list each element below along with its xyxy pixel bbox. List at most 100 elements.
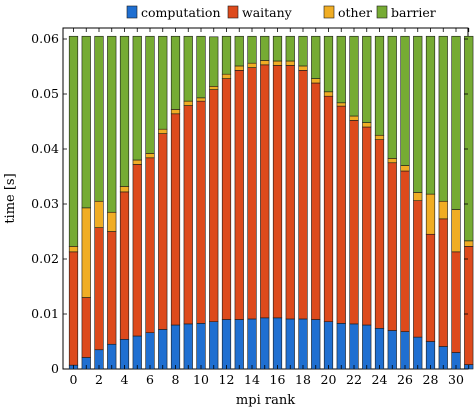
bar-barrier-rank-14 <box>247 35 257 64</box>
bar-waitany-rank-3 <box>107 231 117 345</box>
bar-computation-rank-26 <box>400 331 410 370</box>
y-tick-label: 0.03 <box>31 196 59 211</box>
x-tick-label: 26 <box>397 372 413 387</box>
bar-barrier-rank-25 <box>387 35 397 159</box>
bar-other-rank-18 <box>298 65 308 71</box>
x-tick-label: 2 <box>95 372 103 387</box>
bar-other-rank-14 <box>247 62 257 68</box>
bar-computation-rank-8 <box>170 324 181 370</box>
y-tick-label: 0.04 <box>31 141 59 156</box>
bar-other-rank-5 <box>132 159 142 165</box>
bar-waitany-rank-25 <box>387 162 397 331</box>
bar-other-rank-21 <box>336 102 346 107</box>
x-tick-label: 28 <box>423 372 439 387</box>
bar-barrier-rank-11 <box>209 36 219 87</box>
bar-computation-rank-18 <box>298 318 308 370</box>
x-axis: 0 2 4 6 8 10 12 14 16 18 20 22 24 26 28 30 <box>70 28 470 387</box>
x-tick-label: 4 <box>121 372 129 387</box>
bar-waitany-rank-2 <box>94 227 104 351</box>
bar-other-rank-31 <box>464 240 474 247</box>
x-tick-label: 10 <box>193 372 209 387</box>
y-tick-label: 0.05 <box>31 86 59 101</box>
bar-computation-rank-22 <box>349 323 359 370</box>
bar-other-rank-2 <box>94 200 104 228</box>
bar-computation-rank-7 <box>158 329 168 370</box>
bar-barrier-rank-7 <box>158 35 168 130</box>
bar-computation-rank-9 <box>183 323 193 370</box>
bar-barrier-rank-19 <box>311 35 321 79</box>
x-axis-label: mpi rank <box>236 393 295 408</box>
bar-waitany-rank-0 <box>68 251 79 366</box>
bar-other-rank-17 <box>285 60 295 66</box>
bar-waitany-rank-22 <box>349 120 359 325</box>
bar-barrier-rank-29 <box>438 35 448 202</box>
bar-other-rank-3 <box>107 211 117 232</box>
bar-computation-rank-20 <box>323 321 334 370</box>
bar-computation-rank-15 <box>260 317 270 370</box>
bar-barrier-rank-22 <box>349 35 359 117</box>
bar-other-rank-11 <box>209 86 219 90</box>
bar-barrier-rank-18 <box>298 35 308 67</box>
bar-waitany-rank-20 <box>323 95 334 322</box>
legend-swatch-waitany <box>227 5 239 19</box>
x-tick-label: 14 <box>244 372 260 387</box>
bar-barrier-rank-13 <box>234 35 244 67</box>
bar-barrier-rank-20 <box>323 35 334 93</box>
bar-waitany-rank-7 <box>158 133 168 330</box>
x-tick-label: 22 <box>346 372 362 387</box>
bar-barrier-rank-3 <box>107 35 117 213</box>
bar-waitany-rank-11 <box>209 89 219 323</box>
bar-computation-rank-17 <box>285 318 295 370</box>
bar-waitany-rank-4 <box>119 191 130 340</box>
bar-computation-rank-11 <box>209 321 219 370</box>
bar-computation-rank-25 <box>387 330 397 370</box>
x-tick-label: 30 <box>448 372 464 387</box>
bar-other-rank-6 <box>145 153 155 159</box>
bar-computation-rank-13 <box>234 319 244 370</box>
bar-barrier-rank-23 <box>362 35 372 123</box>
bar-barrier-rank-10 <box>196 35 206 99</box>
legend-swatch-computation <box>126 5 138 19</box>
bar-barrier-rank-27 <box>413 35 423 193</box>
bar-barrier-rank-24 <box>374 35 385 136</box>
bar-waitany-rank-29 <box>438 218 448 347</box>
bar-other-rank-26 <box>400 165 410 172</box>
bar-waitany-rank-6 <box>145 157 155 333</box>
bar-other-rank-13 <box>234 65 244 71</box>
bar-other-rank-19 <box>311 78 321 84</box>
bar-waitany-rank-30 <box>451 251 461 353</box>
bar-barrier-rank-4 <box>119 35 130 187</box>
bar-barrier-rank-26 <box>400 35 410 166</box>
bar-computation-rank-5 <box>132 335 142 370</box>
y-tick-label: 0.01 <box>31 306 59 321</box>
x-tick-label: 0 <box>70 372 78 387</box>
bar-barrier-rank-1 <box>81 35 91 209</box>
legend: computation waitany other barrier <box>126 5 436 20</box>
bar-waitany-rank-13 <box>234 70 244 320</box>
bar-barrier-rank-21 <box>336 35 346 104</box>
bar-computation-rank-14 <box>247 318 257 370</box>
bar-computation-rank-16 <box>272 317 283 370</box>
bar-computation-rank-27 <box>413 336 423 370</box>
y-tick-label: 0 <box>51 361 59 376</box>
bar-waitany-rank-15 <box>260 64 270 319</box>
x-tick-label: 24 <box>372 372 388 387</box>
bar-waitany-rank-26 <box>400 170 410 332</box>
bar-computation-rank-12 <box>221 319 232 370</box>
bar-computation-rank-10 <box>196 323 206 370</box>
bar-computation-rank-6 <box>145 332 155 370</box>
bar-barrier-rank-15 <box>260 35 270 61</box>
bar-waitany-rank-24 <box>374 139 385 329</box>
bar-waitany-rank-10 <box>196 100 206 324</box>
legend-label-waitany: waitany <box>242 5 293 20</box>
bar-barrier-rank-2 <box>94 35 104 202</box>
bar-computation-rank-4 <box>119 338 130 370</box>
bar-waitany-rank-16 <box>272 65 283 319</box>
legend-swatch-other <box>323 5 335 19</box>
bar-waitany-rank-17 <box>285 65 295 320</box>
bar-waitany-rank-31 <box>464 246 474 365</box>
bar-other-rank-0 <box>68 246 79 253</box>
bar-barrier-rank-6 <box>145 35 155 154</box>
bar-other-rank-8 <box>170 109 181 115</box>
bar-barrier-rank-9 <box>183 35 193 102</box>
